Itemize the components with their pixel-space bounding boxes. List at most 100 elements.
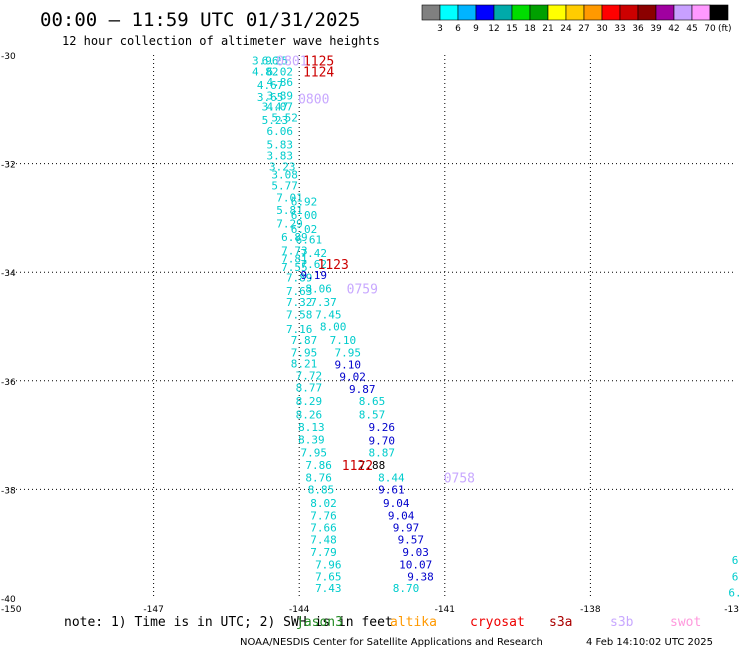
wave-height-value: 9.26: [368, 421, 395, 434]
legend-swatch: [493, 4, 513, 21]
wave-height-value: 8.00: [320, 321, 347, 334]
wave-height-value: 6: [732, 570, 739, 583]
wave-height-value: 3.89: [267, 90, 294, 103]
wave-height-value: 5.83: [267, 139, 294, 152]
wave-height-value: 7.48: [310, 533, 337, 546]
wave-height-value: 7.37: [310, 296, 337, 309]
wave-height-value: 9.03: [402, 546, 429, 559]
wave-height-value: 8.06: [305, 282, 332, 295]
plot-area: [8, 55, 736, 598]
legend-swatch: [565, 4, 585, 21]
x-tick-label: -150: [1, 605, 22, 615]
wave-height-value: 6.25: [262, 54, 289, 67]
pass-time-label: 1125: [303, 54, 334, 69]
x-tick-labels: -150 -147 -144 -141 -138 -13: [1, 605, 739, 615]
wave-height-value: 6.92: [291, 196, 318, 209]
legend-swatch: [619, 4, 639, 21]
mission-s3a: s3a: [549, 615, 572, 630]
legend-swatch: [511, 4, 531, 21]
wave-height-value: 8.70: [393, 582, 420, 595]
legend-label: 42: [668, 24, 679, 34]
wave-height-value: 6.02: [291, 223, 318, 236]
legend-label: 39: [650, 24, 662, 34]
legend-label: 33: [614, 24, 625, 34]
wave-height-value: 9.02: [339, 370, 366, 383]
legend-label: 3: [437, 24, 443, 34]
wave-height-value: 6.61: [296, 234, 323, 247]
y-tick-label: -34: [1, 269, 16, 279]
wave-height-value: 7.29: [276, 217, 303, 230]
wave-height-value: 3.65: [257, 91, 284, 104]
wave-height-value: 8.21: [291, 357, 318, 370]
legend-label: 12: [488, 24, 499, 34]
wave-height-value: 8.57: [359, 408, 386, 421]
color-legend: 3 6 9 12 15 18 21 24 27 30 33 36 39 42 45 70 (ft): [421, 4, 732, 34]
legend-swatch: [421, 4, 441, 21]
legend-swatch: [691, 4, 711, 21]
wave-height-value: 6.06: [267, 125, 294, 138]
wave-height-value: 6.00: [291, 209, 318, 222]
wave-height-value: 7.45: [315, 309, 342, 322]
legend-swatch: [637, 4, 657, 21]
legend-swatch: [655, 4, 675, 21]
y-tick-label: -36: [1, 378, 16, 388]
wave-height-value: 9.70: [368, 435, 395, 448]
legend-swatch: [601, 4, 621, 21]
wave-height-value: 8.39: [298, 433, 325, 446]
wave-height-value: 8.02: [310, 497, 337, 510]
wave-height-value: 7.73: [281, 244, 308, 257]
footer-timestamp: 4 Feb 14:10:02 UTC 2025: [586, 637, 713, 648]
legend-label: 30: [596, 24, 608, 34]
y-tick-label: -32: [1, 161, 16, 171]
legend-label: 70: [704, 24, 716, 34]
wave-height-value: 8.26: [296, 408, 323, 421]
x-tick-label: -141: [435, 605, 455, 615]
wave-height-value: 8.76: [305, 471, 332, 484]
wave-height-value: 8.44: [378, 471, 405, 484]
wave-height-value: 6.: [728, 587, 740, 600]
wave-height-value: 7.72: [296, 369, 323, 382]
y-tick-labels: -30 -32 -34 -36 -38 -40: [1, 52, 16, 605]
wave-height-value: 4.07: [267, 101, 294, 114]
wave-height-value: 3.08: [271, 168, 298, 181]
legend-label: 45: [686, 24, 697, 34]
wave-height-value: 9.87: [349, 383, 376, 396]
pass-time-label: 0800: [298, 92, 329, 107]
legend-label: 18: [524, 24, 536, 34]
wave-height-value: 7.42: [301, 247, 328, 260]
wave-height-value: 9.61: [378, 483, 405, 496]
wave-height-value: 8.29: [296, 395, 323, 408]
legend-label: 21: [542, 24, 553, 34]
x-tick-label: -13: [724, 605, 739, 615]
wave-height-value: 6.89: [281, 231, 308, 244]
pass-time-label: 1124: [303, 65, 334, 80]
wave-height-value: 7.95: [301, 446, 328, 459]
wave-height-value: 7.96: [315, 558, 342, 571]
wave-height-value: 7.43: [315, 582, 342, 595]
pass-time-label: 0801: [276, 54, 307, 69]
wave-height-value: 7.88: [359, 459, 386, 472]
wave-height-value: 7.10: [330, 334, 357, 347]
x-tick-label: -147: [143, 605, 163, 615]
pass-time-label: 0758: [444, 471, 475, 486]
chart-subtitle: 12 hour collection of altimeter wave hei…: [62, 34, 380, 48]
wave-height-value: 7.76: [310, 509, 337, 522]
legend-label: 27: [578, 24, 589, 34]
wave-height-value: 7.55: [281, 261, 308, 274]
wave-height-value: 7.65: [315, 570, 342, 583]
legend-label: 6: [455, 24, 461, 34]
wave-height-value: 4.67: [257, 79, 284, 92]
pass-time-label: 0759: [347, 282, 378, 297]
wave-height-value: 3.83: [267, 149, 294, 162]
wave-height-value: 7.95: [291, 347, 318, 360]
mission-swot: swot: [670, 615, 701, 630]
wave-height-value: 8.77: [296, 381, 323, 394]
mission-jason3: jason3: [296, 615, 343, 630]
wave-height-value: 7.87: [291, 334, 318, 347]
wave-height-value: 5.52: [271, 111, 298, 124]
wave-height-value: 9.10: [334, 359, 361, 372]
wave-height-value: 4.82: [252, 65, 279, 78]
wave-height-value: 7.86: [305, 459, 332, 472]
